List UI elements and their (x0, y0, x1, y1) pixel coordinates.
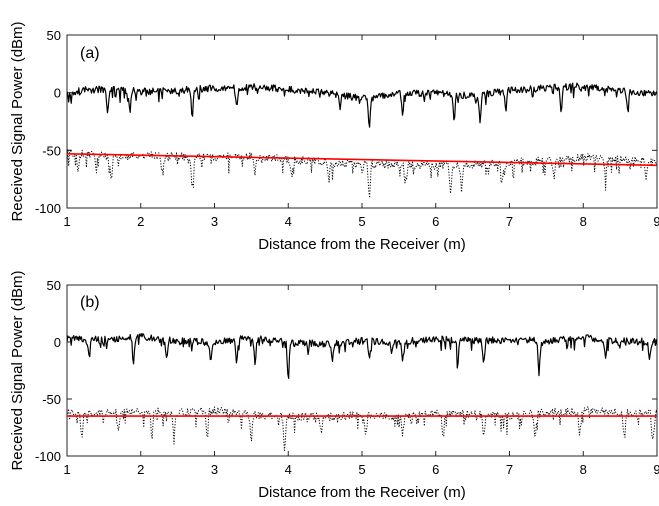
y-tick-label: 0 (54, 86, 61, 101)
y-axis-label-a: Received Signal Power (dBm) (9, 21, 26, 221)
series-layer-a (67, 82, 657, 199)
x-tick-label: 3 (211, 462, 218, 477)
x-axis-label-b: Distance from the Receiver (m) (258, 484, 466, 501)
solid-series-line (67, 82, 657, 128)
x-tick-label: 8 (580, 214, 587, 229)
x-tick-label: 3 (211, 214, 218, 229)
x-tick-label: 1 (63, 214, 70, 229)
x-tick-label: 6 (432, 462, 439, 477)
x-tick-label: 1 (63, 462, 70, 477)
x-axis-label-a: Distance from the Receiver (m) (258, 236, 466, 253)
series-layer-b (67, 333, 657, 451)
dotted-series-line (67, 406, 657, 451)
x-tick-label: 6 (432, 214, 439, 229)
x-tick-label: 4 (285, 214, 292, 229)
x-tick-label: 7 (506, 214, 513, 229)
y-tick-label: -50 (42, 143, 61, 158)
panel-label-a: (a) (80, 45, 100, 62)
x-tick-label: 4 (285, 462, 292, 477)
panel-label-b: (b) (80, 294, 100, 311)
y-tick-label: -50 (42, 392, 61, 407)
panel-a: 1 2 3 4 5 6 7 8 9 -100 -50 0 50 (a) Distance from th… (9, 21, 659, 253)
solid-series-line (67, 333, 657, 379)
y-tick-label: 50 (47, 278, 61, 293)
x-tick-label: 2 (137, 214, 144, 229)
x-tick-label: 9 (653, 214, 659, 229)
x-tick-label: 9 (653, 462, 659, 477)
trend-line (67, 152, 657, 167)
axis-ticks-a: 1 2 3 4 5 6 7 8 9 -100 -50 0 50 (35, 28, 659, 229)
y-tick-label: 50 (47, 28, 61, 43)
x-tick-label: 5 (358, 214, 365, 229)
y-axis-label-b: Received Signal Power (dBm) (9, 270, 26, 470)
plot-area-a (66, 34, 658, 209)
x-tick-label: 7 (506, 462, 513, 477)
y-tick-label: 0 (54, 335, 61, 350)
x-tick-label: 8 (580, 462, 587, 477)
plot-area-b (66, 284, 658, 457)
y-tick-label: -100 (35, 201, 61, 216)
axis-ticks-b: 1 2 3 4 5 6 7 8 9 -100 -50 0 50 (35, 278, 659, 477)
panel-b: 1 2 3 4 5 6 7 8 9 -100 -50 0 50 (b) Distance from th… (9, 270, 659, 501)
x-tick-label: 5 (358, 462, 365, 477)
x-tick-label: 2 (137, 462, 144, 477)
y-tick-label: -100 (35, 449, 61, 464)
